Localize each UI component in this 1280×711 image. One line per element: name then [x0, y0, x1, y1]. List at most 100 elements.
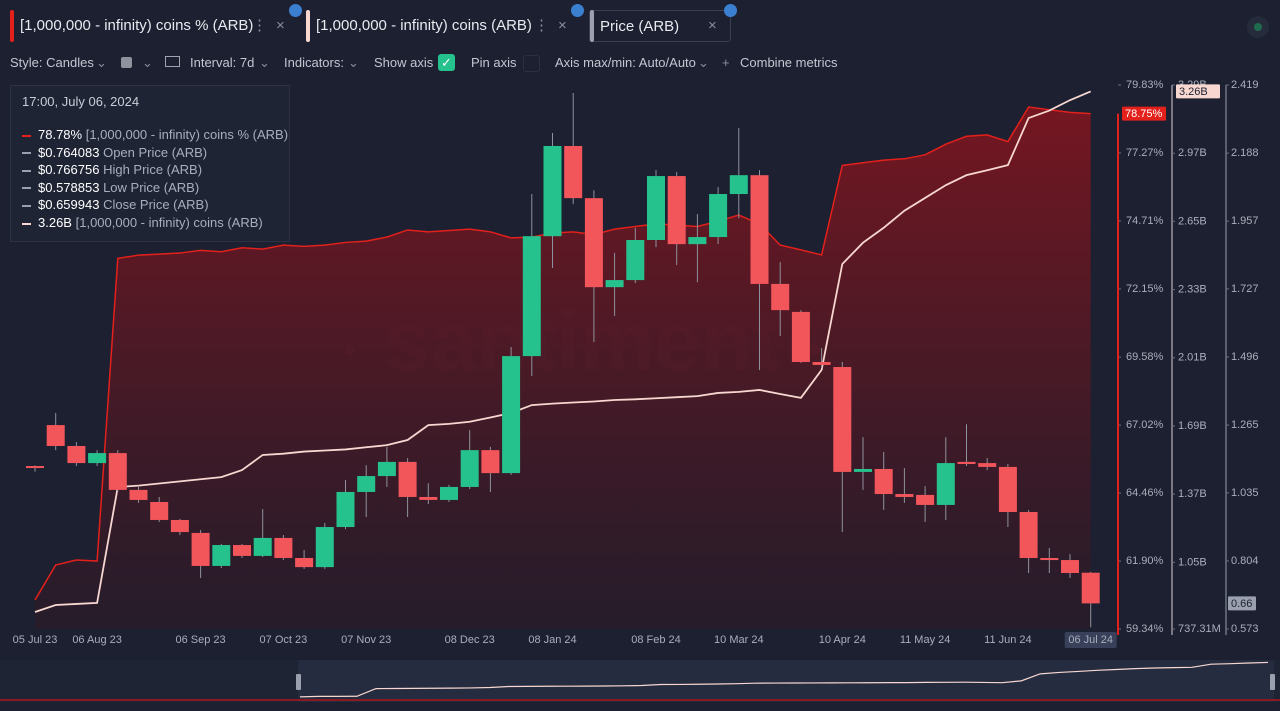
candle-body: [46, 425, 65, 446]
x-label-highlight: [1064, 632, 1117, 648]
candle-body: [295, 557, 314, 568]
legend-dash: [22, 204, 31, 207]
x-tick-label: 06 Jul 24: [1068, 634, 1113, 646]
show-axis-checkbox[interactable]: ✓: [438, 54, 455, 71]
candle-body: [936, 463, 955, 505]
tooltip-value: $0.578853: [38, 179, 100, 195]
candle-body: [274, 537, 293, 558]
candle-body: [357, 476, 376, 492]
area-fill: [35, 107, 1091, 629]
y-tick-label: 1.05B: [1178, 556, 1207, 568]
candle-body: [647, 176, 665, 241]
candle-body: [895, 494, 914, 497]
navigator-handle[interactable]: [296, 674, 301, 690]
candle-body: [129, 489, 148, 500]
x-tick-label: 05 Jul 23: [13, 634, 58, 646]
x-tick-label: 10 Mar 24: [714, 634, 764, 646]
axis-maxmin-select[interactable]: Axis max/min: Auto/Auto: [555, 55, 696, 70]
legend-dash: [22, 222, 31, 225]
style-select[interactable]: Style: Candles: [10, 55, 94, 70]
candle-body: [398, 461, 417, 497]
y-tick-label: 2.188: [1231, 147, 1259, 159]
candle-body: [998, 466, 1017, 513]
candle-body: [1040, 557, 1059, 561]
color-swatch[interactable]: [121, 57, 132, 68]
tab-icon: [289, 4, 302, 17]
y-tick-label: 72.15%: [1126, 283, 1164, 295]
chevron: ⌄: [348, 55, 359, 70]
legend-dash: [22, 134, 31, 137]
candle-body: [729, 175, 748, 195]
candle-body: [854, 468, 872, 472]
value-badge-label: 0.66: [1231, 598, 1252, 610]
tooltip-value: $0.764083: [38, 144, 100, 160]
y-tick-label: 1.496: [1231, 351, 1259, 363]
y-tick-label: 69.58%: [1126, 351, 1164, 363]
tooltip-row: $0.578853 Low Price (ARB): [22, 180, 199, 195]
tooltip-row: 3.26B [1,000,000 - infinity) coins (ARB): [22, 215, 263, 230]
navigator-handle[interactable]: [1270, 674, 1275, 690]
tab-menu[interactable]: ⋮: [534, 17, 549, 34]
legend-dash: [22, 152, 31, 155]
y-tick-label: 74.71%: [1126, 215, 1164, 227]
candle-body: [67, 445, 86, 464]
y-tick-label: 2.33B: [1178, 283, 1207, 295]
tooltip-row: 78.78% [1,000,000 - infinity) coins % (A…: [22, 127, 288, 142]
tooltip: 17:00, July 06, 2024 78.78% [1,000,000 -…: [10, 85, 290, 242]
tab-close[interactable]: ×: [276, 17, 285, 34]
candle-body: [1061, 560, 1079, 574]
value-badge: [1228, 596, 1256, 611]
candle-body: [170, 519, 189, 533]
tab[interactable]: [1,000,000 - infinity) coins % (ARB) ⋮ ×: [10, 10, 300, 42]
candle-body: [336, 491, 355, 528]
legend-dash: [22, 169, 31, 172]
y-tick-label: 59.34%: [1126, 623, 1164, 635]
x-tick-label: 06 Aug 23: [72, 634, 122, 646]
candle-body: [605, 280, 624, 288]
tooltip-label: [1,000,000 - infinity) coins % (ARB): [85, 127, 289, 142]
candle-body: [1019, 512, 1038, 558]
x-tick-label: 06 Sep 23: [176, 634, 226, 646]
tab-menu[interactable]: ⋮: [252, 17, 267, 34]
ruler-icon: [165, 56, 180, 67]
candle-body: [522, 236, 541, 357]
combine-button[interactable]: Combine metrics: [740, 55, 838, 70]
navigator-window: [298, 660, 1274, 702]
candle-body: [440, 486, 458, 500]
tooltip-label: Close Price (ARB): [103, 197, 209, 213]
tab-close[interactable]: ×: [708, 17, 717, 34]
plot-area: [26, 90, 1119, 635]
tooltip-value: 3.26B: [38, 215, 72, 230]
tooltip-row: $0.659943 Close Price (ARB): [22, 197, 209, 212]
candle-body: [191, 532, 210, 566]
tooltip-label: [1,000,000 - infinity) coins (ARB): [75, 215, 263, 230]
x-tick-label: 11 May 24: [900, 634, 951, 646]
candle-body: [543, 146, 562, 237]
y-tick-label: 0.804: [1231, 555, 1259, 567]
candle-body: [833, 367, 852, 472]
chevron: ⌄: [142, 55, 153, 70]
candle-body: [150, 501, 169, 520]
value-badge: [1176, 84, 1220, 99]
tab[interactable]: [1,000,000 - infinity) coins (ARB) ⋮ ×: [306, 10, 586, 42]
y-tick-label: 64.46%: [1126, 487, 1164, 499]
candle-body: [709, 194, 728, 238]
candle-body: [481, 450, 500, 474]
interval-select[interactable]: Interval: 7d: [190, 55, 255, 70]
axes: 79.83% 77.27% 74.71% 72.15% 69.58% 67.02% 64.4…: [1118, 79, 1259, 635]
x-tick-label: 08 Dec 23: [445, 634, 495, 646]
y-tick-label: 61.90%: [1126, 555, 1164, 567]
candle-body: [212, 545, 231, 566]
tab-close[interactable]: ×: [558, 17, 567, 34]
indicators-select[interactable]: Indicators:: [284, 55, 344, 70]
legend-dash: [22, 187, 31, 190]
candle-body: [874, 468, 893, 495]
tooltip-row: $0.764083 Open Price (ARB): [22, 145, 207, 160]
candle-body: [626, 240, 645, 281]
pin-axis-checkbox[interactable]: [523, 55, 540, 72]
y-tick-label: 1.957: [1231, 215, 1259, 227]
tab-label: Price (ARB): [600, 18, 680, 35]
tab[interactable]: Price (ARB) ×: [589, 10, 731, 42]
candle-body: [957, 461, 976, 464]
